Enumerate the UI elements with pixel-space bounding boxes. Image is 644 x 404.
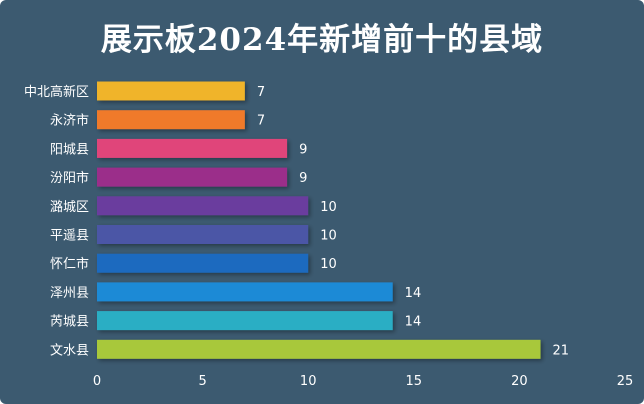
x-tick-label: 5 <box>198 374 206 389</box>
category-label: 文水县 <box>50 343 89 358</box>
data-label: 7 <box>257 85 265 100</box>
bar-10 <box>97 340 541 359</box>
x-tick-label: 20 <box>511 374 528 389</box>
bar-5 <box>97 196 308 215</box>
category-label: 中北高新区 <box>24 84 89 100</box>
x-tick-label: 0 <box>93 374 101 389</box>
bar-4 <box>97 168 287 187</box>
category-label: 潞城区 <box>50 200 89 215</box>
bar-6 <box>97 225 308 244</box>
category-label: 怀仁市 <box>50 256 89 272</box>
data-label: 14 <box>405 315 422 330</box>
data-label: 10 <box>320 200 337 215</box>
category-label: 芮城县 <box>50 314 89 330</box>
data-label: 14 <box>405 286 422 301</box>
category-label: 汾阳市 <box>50 170 89 186</box>
category-label: 阳城县 <box>50 142 89 157</box>
category-label: 平遥县 <box>50 229 89 244</box>
data-label: 21 <box>553 343 570 358</box>
bar-7 <box>97 254 308 273</box>
bar-9 <box>97 311 393 330</box>
x-tick-label: 15 <box>406 374 423 389</box>
category-label: 永济市 <box>50 113 89 129</box>
bar-1 <box>97 82 245 101</box>
bar-8 <box>97 282 393 301</box>
x-tick-label: 10 <box>300 374 317 389</box>
data-label: 7 <box>257 114 265 129</box>
category-label: 泽州县 <box>50 286 89 301</box>
data-label: 9 <box>299 171 307 186</box>
data-label: 10 <box>320 257 337 272</box>
data-label: 9 <box>299 142 307 157</box>
x-tick-label: 25 <box>617 374 634 389</box>
data-label: 10 <box>320 229 337 244</box>
bar-2 <box>97 110 245 129</box>
bar-3 <box>97 139 287 158</box>
